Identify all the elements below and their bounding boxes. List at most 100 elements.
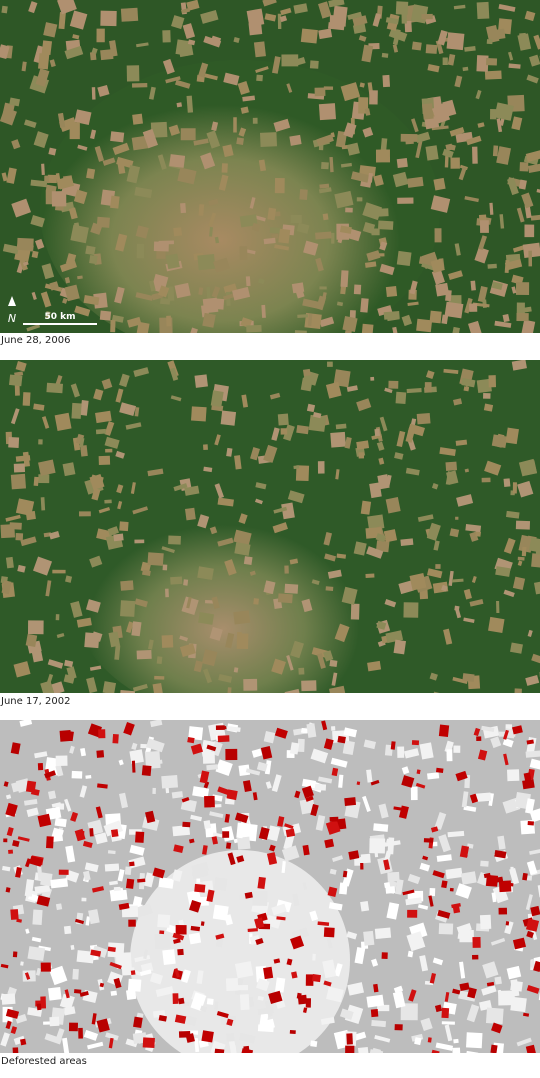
land-patch <box>364 108 371 116</box>
land-patch <box>445 471 452 485</box>
land-patch <box>466 1004 480 1023</box>
land-patch <box>250 447 260 461</box>
land-patch <box>188 932 202 945</box>
land-patch <box>331 767 339 777</box>
land-patch <box>369 482 382 499</box>
land-patch <box>445 143 453 151</box>
land-patch <box>321 720 328 731</box>
land-patch <box>476 55 489 72</box>
land-patch <box>10 909 19 920</box>
land-patch <box>430 1049 440 1053</box>
land-patch <box>503 478 511 487</box>
land-patch <box>329 156 334 173</box>
land-patch <box>62 297 68 304</box>
land-patch <box>198 204 205 216</box>
land-patch <box>415 131 431 143</box>
land-patch <box>392 171 409 188</box>
land-patch <box>425 44 438 54</box>
land-patch <box>269 227 281 234</box>
land-patch <box>234 542 251 556</box>
land-patch <box>396 250 412 267</box>
land-patch <box>363 739 377 750</box>
land-patch <box>437 909 451 919</box>
land-patch <box>344 330 352 333</box>
land-patch <box>115 450 125 459</box>
land-patch <box>450 157 460 169</box>
north-label: N <box>8 312 16 325</box>
land-patch <box>353 284 362 295</box>
land-patch <box>254 498 263 505</box>
land-patch <box>366 546 384 559</box>
land-patch <box>57 175 75 190</box>
land-patch <box>340 162 352 168</box>
land-patch <box>319 316 335 328</box>
land-patch <box>78 1027 83 1039</box>
land-patch <box>97 783 108 789</box>
land-patch <box>338 774 344 788</box>
land-patch <box>24 879 35 897</box>
land-patch <box>5 1008 20 1019</box>
land-patch <box>35 238 45 250</box>
land-patch <box>316 134 334 147</box>
land-patch <box>134 186 153 199</box>
land-patch <box>145 810 156 824</box>
land-patch <box>526 74 539 84</box>
land-patch <box>521 546 527 557</box>
land-patch <box>442 148 454 159</box>
land-patch <box>45 806 62 820</box>
land-patch <box>431 125 449 131</box>
land-patch <box>65 575 73 583</box>
land-patch <box>8 437 20 448</box>
land-patch <box>410 4 429 24</box>
land-patch <box>374 428 380 437</box>
land-patch <box>479 914 492 930</box>
land-patch <box>117 500 123 510</box>
land-patch <box>329 15 346 27</box>
land-patch <box>246 324 262 333</box>
land-patch <box>30 788 40 796</box>
land-patch <box>49 1016 60 1027</box>
land-patch <box>132 683 148 692</box>
land-patch <box>108 631 121 648</box>
land-patch <box>71 770 83 779</box>
land-patch <box>377 220 394 230</box>
land-patch <box>36 863 43 880</box>
land-patch <box>276 916 286 921</box>
land-patch <box>453 745 461 753</box>
land-patch <box>170 576 183 585</box>
land-patch <box>327 886 338 897</box>
land-patch <box>129 749 144 764</box>
land-patch <box>360 862 364 870</box>
land-patch <box>70 811 79 822</box>
land-patch <box>334 623 350 643</box>
land-patch <box>502 738 514 748</box>
land-patch <box>257 1007 274 1015</box>
land-patch <box>377 474 390 490</box>
land-patch <box>17 564 26 573</box>
land-patch <box>198 612 215 625</box>
land-patch <box>62 462 76 477</box>
land-patch <box>252 117 258 124</box>
land-patch <box>186 0 200 11</box>
land-patch <box>96 28 105 43</box>
land-patch <box>425 370 435 380</box>
land-patch <box>10 742 21 755</box>
land-patch <box>38 459 56 476</box>
land-patch <box>48 147 57 156</box>
land-patch <box>134 598 148 608</box>
land-patch <box>192 786 210 798</box>
land-patch <box>73 189 88 205</box>
land-patch <box>191 868 209 880</box>
land-patch <box>262 0 277 7</box>
land-patch <box>194 1037 200 1053</box>
land-patch <box>64 989 70 999</box>
land-patch <box>394 879 404 895</box>
land-patch <box>444 155 449 168</box>
land-patch <box>200 152 216 170</box>
land-patch <box>225 632 235 649</box>
land-patch <box>264 760 272 775</box>
land-patch <box>372 13 382 27</box>
land-patch <box>430 258 445 274</box>
land-patch <box>211 596 220 609</box>
land-patch <box>346 1033 353 1045</box>
